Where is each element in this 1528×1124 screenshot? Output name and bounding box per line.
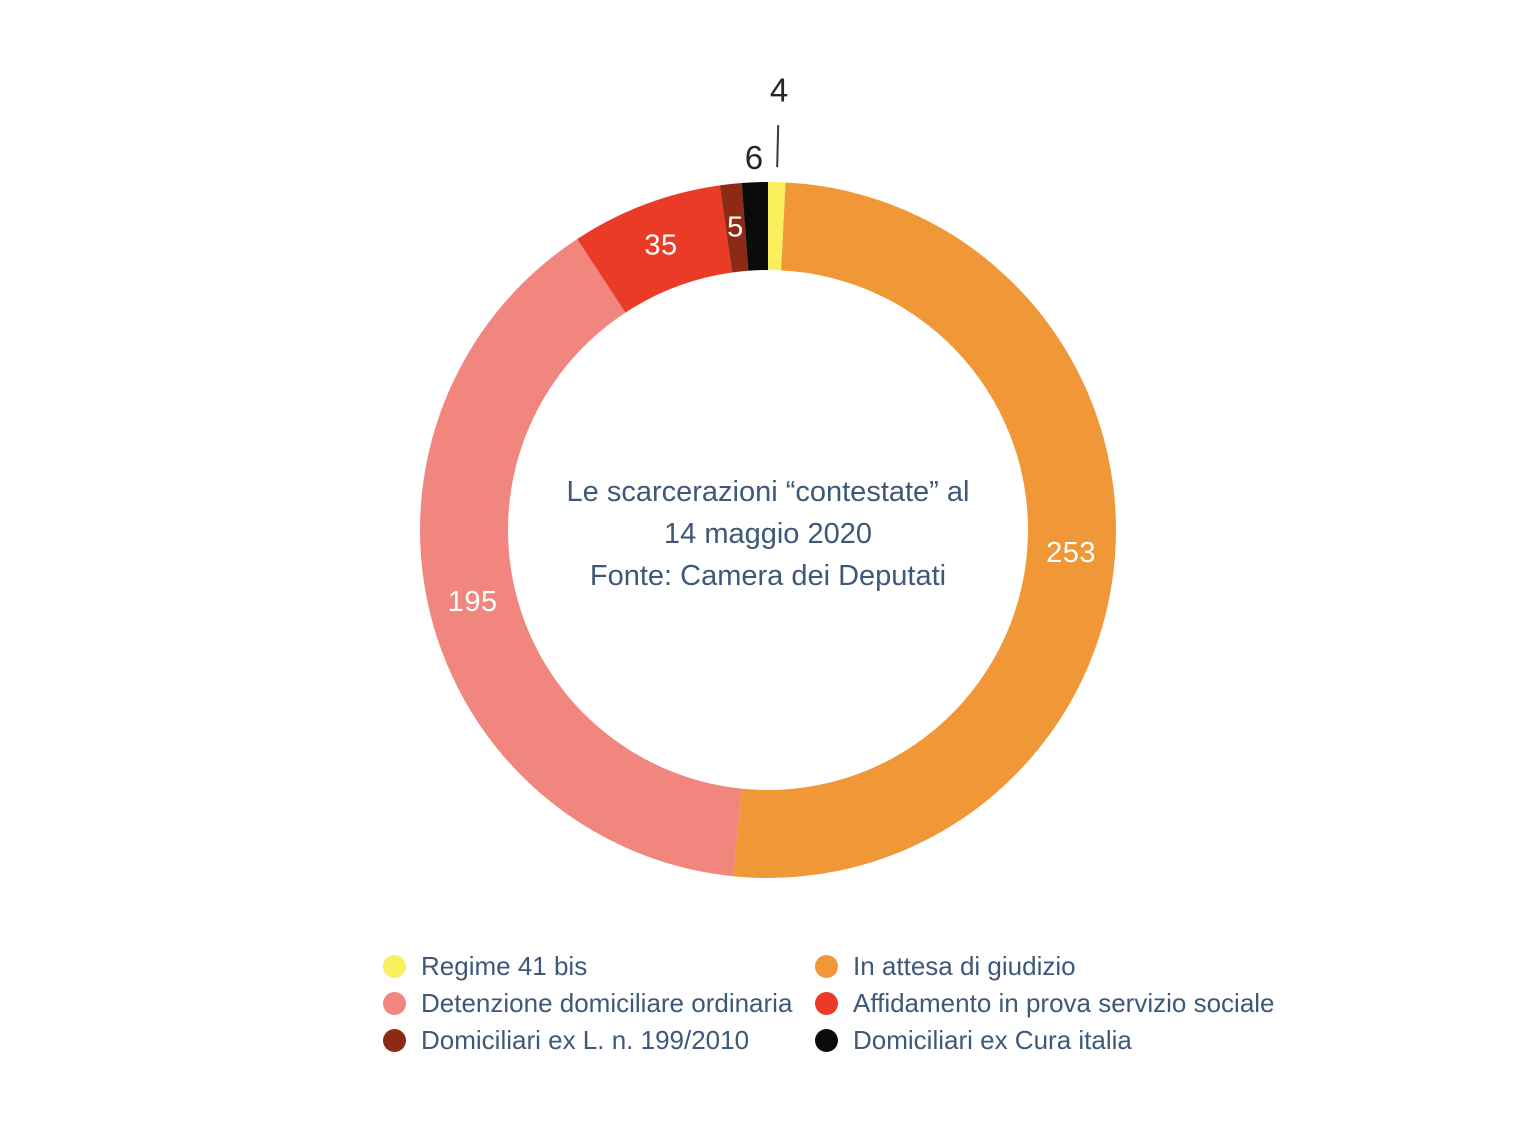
- legend-label: Domiciliari ex Cura italia: [853, 1025, 1132, 1055]
- legend-dot-icon: [815, 1029, 838, 1052]
- legend-label: Regime 41 bis: [421, 951, 588, 981]
- legend-column-0: Regime 41 bis Detenzione domiciliare ordi…: [383, 948, 815, 1059]
- legend-label: Domiciliari ex L. n. 199/2010: [421, 1025, 750, 1055]
- legend: Regime 41 bis Detenzione domiciliare ordi…: [383, 948, 1275, 1059]
- legend-dot-icon: [383, 992, 406, 1015]
- legend-label: In attesa di giudizio: [853, 951, 1076, 981]
- donut-slice-5: [741, 182, 768, 271]
- legend-item: Detenzione domiciliare ordinaria: [383, 985, 815, 1022]
- slice-value-label-5: 6: [745, 139, 763, 176]
- chart-title-block: Le scarcerazioni “contestate” al 14 magg…: [518, 471, 1018, 597]
- slice-value-label-4: 5: [727, 212, 744, 244]
- legend-item: Domiciliari ex L. n. 199/2010: [383, 1022, 815, 1059]
- leader-line-0: [776, 125, 780, 168]
- donut-slice-3: [577, 185, 733, 313]
- legend-column-1: In attesa di giudizio Affidamento in prov…: [815, 948, 1275, 1059]
- donut-slice-2: [420, 238, 742, 877]
- legend-dot-icon: [383, 955, 406, 978]
- slice-value-label-2: 195: [448, 586, 498, 618]
- legend-item: Regime 41 bis: [383, 948, 815, 985]
- legend-dot-icon: [383, 1029, 406, 1052]
- legend-item: In attesa di giudizio: [815, 948, 1275, 985]
- legend-item: Domiciliari ex Cura italia: [815, 1022, 1275, 1059]
- slice-value-label-0: 4: [770, 72, 788, 109]
- chart-title-line-2: 14 maggio 2020: [664, 518, 872, 550]
- legend-item: Affidamento in prova servizio sociale: [815, 985, 1275, 1022]
- legend-dot-icon: [815, 955, 838, 978]
- legend-dot-icon: [815, 992, 838, 1015]
- donut-slice-4: [719, 182, 749, 273]
- legend-label: Detenzione domiciliare ordinaria: [421, 988, 793, 1018]
- legend-label: Affidamento in prova servizio sociale: [853, 988, 1275, 1018]
- slice-value-label-1: 253: [1046, 537, 1096, 569]
- donut-slice-0: [768, 182, 786, 271]
- donut-slice-1: [732, 182, 1117, 879]
- chart-source-line: Fonte: Camera dei Deputati: [589, 560, 947, 592]
- slice-value-label-3: 35: [644, 229, 677, 261]
- chart-title-line-1: Le scarcerazioni “contestate” al: [566, 476, 970, 508]
